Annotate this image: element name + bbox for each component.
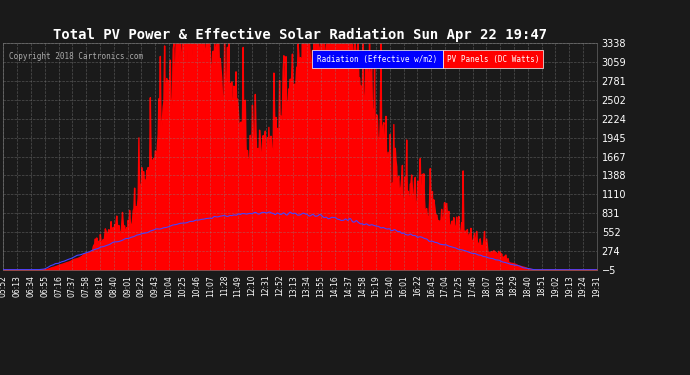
Text: Radiation (Effective w/m2): Radiation (Effective w/m2) (317, 54, 437, 63)
Text: PV Panels (DC Watts): PV Panels (DC Watts) (446, 54, 540, 63)
FancyBboxPatch shape (442, 50, 544, 68)
Text: Copyright 2018 Cartronics.com: Copyright 2018 Cartronics.com (10, 52, 144, 61)
FancyBboxPatch shape (312, 50, 442, 68)
Title: Total PV Power & Effective Solar Radiation Sun Apr 22 19:47: Total PV Power & Effective Solar Radiati… (53, 28, 547, 42)
